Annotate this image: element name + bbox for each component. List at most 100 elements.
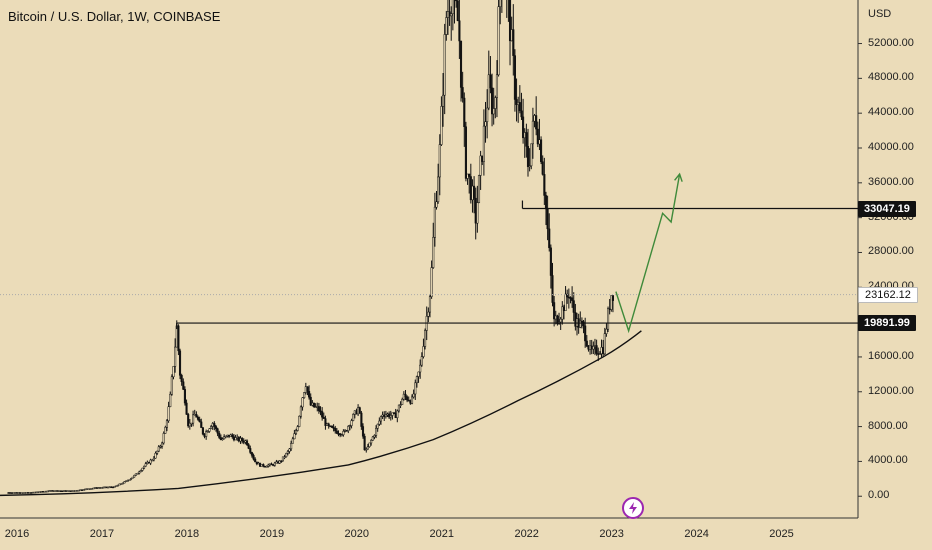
candle: [303, 392, 306, 399]
candle: [589, 339, 592, 355]
candle: [18, 492, 21, 494]
candle: [31, 491, 35, 494]
candle: [213, 421, 216, 431]
candle: [76, 490, 79, 492]
candle: [528, 148, 531, 172]
y-tick-label: 28000.00: [868, 245, 914, 258]
candle: [286, 449, 289, 456]
candle: [340, 433, 343, 437]
currency-label: USD: [868, 8, 892, 20]
candle: [69, 490, 72, 492]
candle: [281, 456, 285, 462]
chart-title: Bitcoin / U.S. Dollar, 1W, COINBASE: [8, 9, 221, 24]
candle: [517, 96, 520, 123]
candle: [133, 474, 136, 478]
candle: [386, 412, 389, 418]
candle: [283, 454, 286, 460]
candle: [13, 492, 17, 494]
candle: [419, 359, 422, 379]
candle: [401, 397, 404, 405]
candle: [229, 433, 232, 437]
candle: [600, 339, 603, 358]
candle: [58, 490, 61, 492]
candle: [584, 317, 587, 348]
x-tick-label: 2017: [89, 528, 115, 540]
candle: [414, 379, 417, 400]
tradingview-logo-icon[interactable]: [622, 497, 644, 519]
candle: [451, 0, 454, 31]
candle: [388, 411, 391, 420]
candle: [102, 486, 105, 489]
candle: [326, 422, 329, 426]
candle: [424, 328, 427, 350]
candle: [520, 92, 523, 120]
candle: [267, 463, 270, 468]
candle: [250, 451, 253, 458]
candle: [531, 107, 534, 159]
candle: [33, 491, 36, 494]
candle: [280, 460, 283, 463]
candle: [459, 40, 463, 102]
candle: [501, 0, 503, 13]
candle: [448, 0, 451, 26]
candle: [249, 445, 252, 455]
candle: [379, 415, 383, 425]
candle: [51, 490, 54, 492]
trend-curve[interactable]: [0, 330, 642, 497]
candle: [567, 288, 570, 309]
candle: [525, 123, 528, 158]
candle: [12, 492, 15, 494]
candle: [294, 428, 298, 436]
candle: [515, 78, 518, 122]
candle: [546, 195, 549, 241]
candle: [433, 192, 436, 247]
candle: [317, 402, 320, 414]
candle: [585, 335, 588, 348]
candle: [561, 301, 564, 325]
price-label-badge: 33047.19: [858, 200, 916, 217]
projection-arrow[interactable]: [615, 173, 681, 334]
candle: [53, 490, 56, 492]
candle: [128, 479, 131, 481]
candle: [319, 406, 322, 416]
candle: [396, 409, 399, 423]
candle: [262, 463, 265, 468]
candle: [36, 491, 39, 494]
candle: [273, 461, 276, 467]
candle: [214, 424, 218, 432]
candle: [536, 121, 539, 148]
candle: [489, 56, 492, 94]
candle: [463, 92, 466, 147]
candle: [231, 433, 234, 439]
candle: [375, 425, 378, 439]
candle: [219, 434, 222, 441]
candle: [144, 461, 147, 467]
candle: [84, 488, 87, 491]
candle: [304, 382, 307, 395]
price-label-badge: 19891.99: [858, 315, 916, 332]
candle: [77, 489, 80, 492]
candle: [227, 434, 231, 439]
candle: [347, 425, 350, 434]
y-tick-label: 4000.00: [868, 454, 908, 467]
candle: [556, 314, 559, 326]
candle: [291, 436, 294, 444]
candle: [422, 338, 425, 359]
candle: [90, 488, 93, 490]
candle: [553, 296, 556, 327]
candle: [10, 492, 13, 494]
candle: [477, 174, 481, 204]
candle: [587, 345, 590, 352]
candle: [392, 411, 396, 415]
candle: [265, 465, 268, 468]
candle: [569, 296, 572, 304]
candle: [495, 60, 499, 118]
candle: [350, 418, 353, 429]
candle: [337, 430, 340, 437]
candle: [146, 460, 149, 465]
candle: [260, 464, 263, 467]
candle: [321, 407, 324, 421]
candle: [353, 410, 356, 419]
